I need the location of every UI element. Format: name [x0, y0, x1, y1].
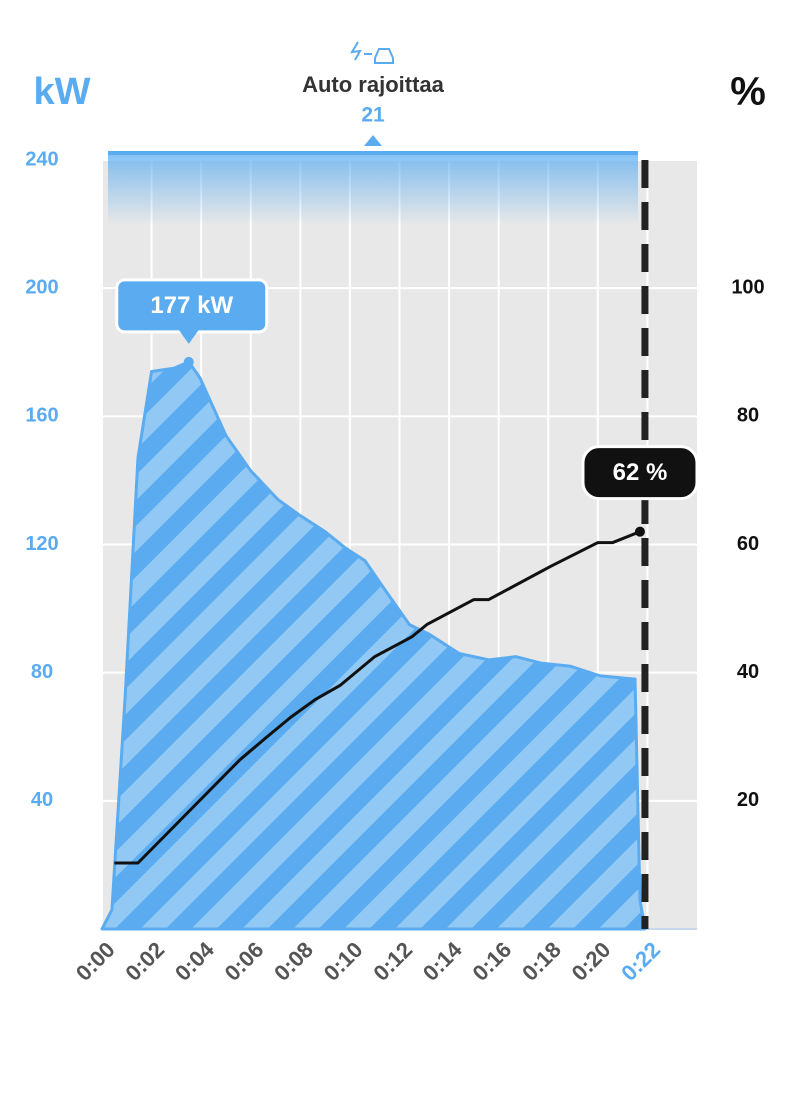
- charger-icon: [350, 41, 394, 64]
- peak-point: [183, 356, 194, 367]
- y2-axis-label: %: [730, 70, 766, 114]
- limit-marker: [364, 135, 382, 146]
- y-tick-label: 160: [25, 405, 58, 427]
- y2-tick-label: 80: [737, 405, 759, 427]
- y2-tick-label: 60: [737, 533, 759, 555]
- soc-label-box: [581, 445, 699, 501]
- x-tick-label: 0:14: [418, 936, 467, 985]
- limit-value: 21: [361, 104, 385, 127]
- y-tick-label: 80: [31, 661, 53, 683]
- power-area: [100, 360, 647, 931]
- limit-title: Auto rajoittaa: [302, 72, 445, 97]
- x-tick-label: 0:12: [368, 937, 417, 986]
- x-tick-label: 0:00: [71, 937, 120, 986]
- marks: 177 kW 62 %: [100, 160, 699, 931]
- x-tick-label: 0:10: [319, 937, 368, 986]
- x-tick-label: 0:02: [120, 937, 169, 986]
- x-tick-label: 0:04: [170, 936, 219, 985]
- limit-band: [108, 153, 638, 225]
- y-tick-label: 40: [31, 789, 53, 811]
- y2-tick-label: 40: [737, 661, 759, 683]
- x-tick-label: 0:22: [616, 937, 665, 986]
- y2-tick-label: 20: [737, 789, 759, 811]
- peak-label: 177 kW: [150, 292, 233, 319]
- soc-point: [634, 526, 645, 537]
- y-tick-label: 200: [25, 276, 58, 298]
- soc-label: 62 %: [613, 459, 668, 486]
- y2-tick-label: 100: [731, 276, 764, 298]
- soc-line: [114, 530, 641, 865]
- x-tick-label: 0:08: [269, 937, 318, 986]
- y-tick-label: 240: [25, 148, 58, 170]
- y-tick-label: 120: [25, 533, 58, 555]
- x-tick-label: 0:06: [220, 937, 269, 986]
- y-axis-label: kW: [34, 71, 91, 113]
- x-tick-label: 0:20: [567, 937, 616, 986]
- x-tick-label: 0:16: [467, 937, 516, 986]
- x-tick-label: 0:18: [517, 937, 566, 986]
- peak-label-pointer: [178, 329, 199, 344]
